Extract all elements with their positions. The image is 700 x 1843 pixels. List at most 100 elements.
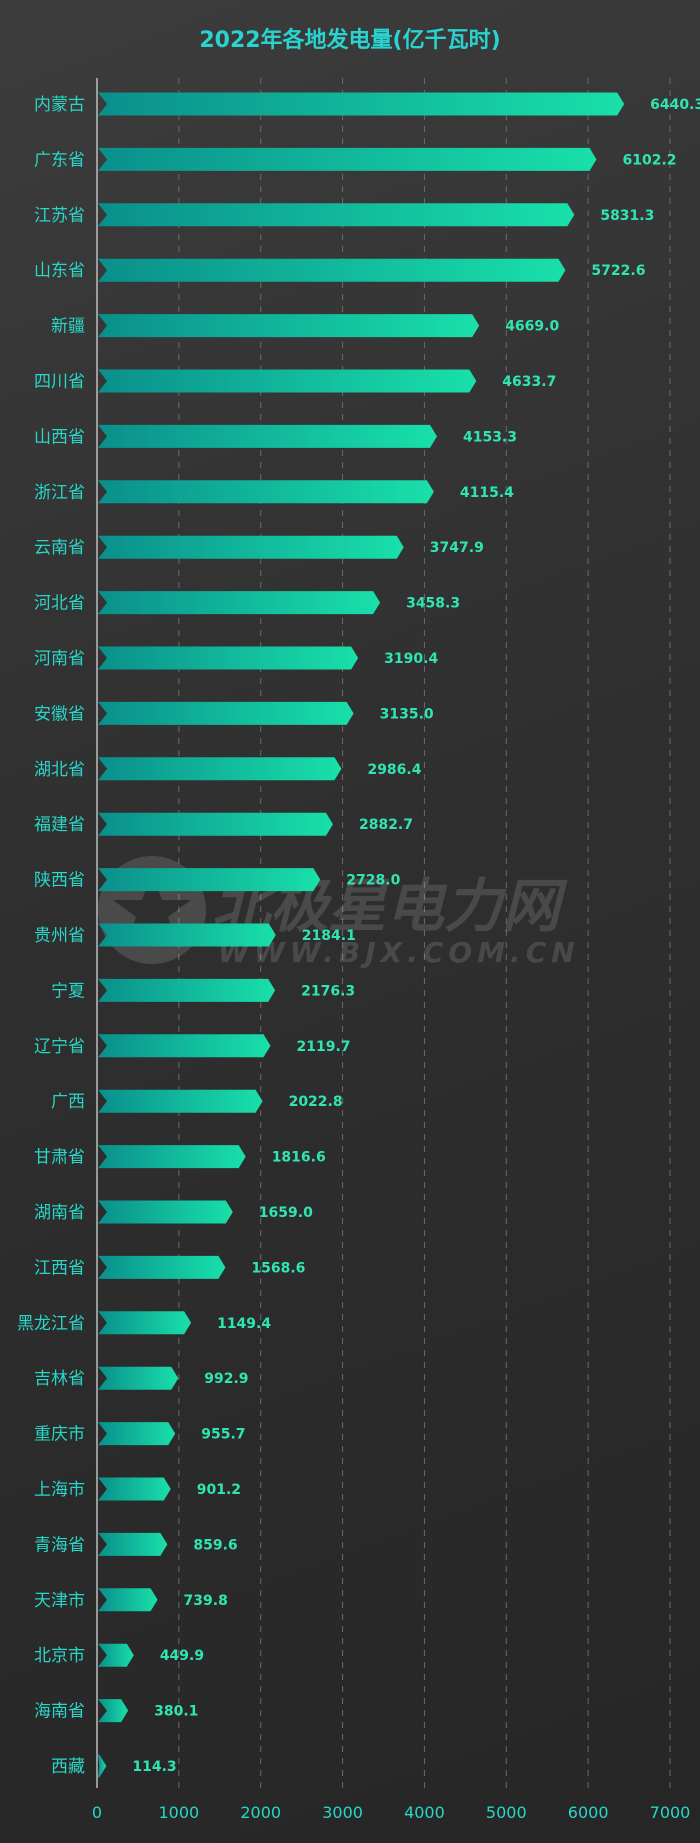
bar	[98, 1089, 263, 1113]
bar	[98, 1588, 158, 1612]
category-label: 陕西省	[34, 871, 85, 891]
x-axis-ticks: 0 1000 2000 3000 4000 5000 6000 7000	[92, 1803, 690, 1822]
bar	[98, 868, 321, 892]
value-label: 1149.4	[217, 1316, 271, 1332]
category-label: 河南省	[34, 649, 85, 669]
bar	[98, 369, 477, 393]
category-label: 北京市	[34, 1646, 85, 1666]
category-label: 山东省	[34, 261, 85, 281]
x-tick-label: 4000	[404, 1803, 445, 1822]
category-label: 安徽省	[34, 704, 85, 724]
bar	[98, 203, 575, 227]
bar	[98, 147, 597, 171]
category-label: 重庆市	[34, 1425, 85, 1445]
category-label: 云南省	[34, 538, 85, 558]
category-label: 青海省	[34, 1535, 85, 1555]
value-label: 1816.6	[272, 1150, 326, 1166]
bar	[98, 314, 480, 338]
category-label: 广西	[51, 1092, 85, 1112]
bar	[98, 1311, 192, 1335]
category-label: 黑龙江省	[17, 1314, 85, 1334]
category-label: 上海市	[34, 1480, 85, 1500]
bar	[98, 978, 276, 1002]
bar	[98, 1477, 171, 1501]
value-label: 4115.4	[460, 485, 514, 501]
x-tick-label: 6000	[568, 1803, 609, 1822]
bar	[98, 92, 625, 116]
category-label: 天津市	[34, 1591, 85, 1611]
bar	[98, 812, 333, 836]
category-label: 贵州省	[34, 926, 85, 946]
bar	[98, 1255, 226, 1279]
category-label: 内蒙古	[34, 95, 85, 115]
bar	[98, 1145, 246, 1169]
value-label: 3190.4	[384, 651, 438, 667]
bar	[98, 646, 359, 670]
value-label: 2728.0	[346, 873, 400, 889]
category-label: 湖南省	[34, 1203, 85, 1223]
value-label: 6440.3	[650, 97, 700, 113]
value-label: 3747.9	[430, 540, 484, 556]
value-label: 2986.4	[367, 762, 421, 778]
value-label: 739.8	[184, 1593, 228, 1609]
bar	[98, 701, 354, 725]
value-label: 2176.3	[301, 983, 355, 999]
x-tick-label: 3000	[322, 1803, 363, 1822]
value-label: 955.7	[201, 1427, 245, 1443]
value-label: 449.9	[160, 1648, 204, 1664]
category-label: 江西省	[34, 1258, 85, 1278]
value-label: 5722.6	[591, 263, 645, 279]
category-label: 广东省	[34, 150, 85, 170]
category-label: 福建省	[34, 815, 85, 835]
bar	[98, 1366, 179, 1390]
category-label: 辽宁省	[34, 1037, 85, 1057]
bars	[98, 92, 625, 1778]
category-label: 甘肃省	[34, 1148, 85, 1168]
x-tick-label: 1000	[158, 1803, 199, 1822]
bar	[98, 1422, 176, 1446]
x-tick-label: 7000	[650, 1803, 691, 1822]
bar	[98, 480, 434, 504]
bar	[98, 757, 342, 781]
category-label: 浙江省	[34, 483, 85, 503]
x-tick-label: 2000	[240, 1803, 281, 1822]
value-label: 3135.0	[380, 706, 434, 722]
x-tick-label: 5000	[486, 1803, 527, 1822]
chart-title: 2022年各地发电量(亿千瓦时)	[199, 27, 500, 53]
category-label: 江苏省	[34, 206, 85, 226]
bar	[98, 923, 276, 947]
value-label: 992.9	[204, 1371, 248, 1387]
value-label: 6102.2	[623, 152, 677, 168]
value-label: 114.3	[132, 1759, 176, 1775]
category-label: 西藏	[51, 1757, 85, 1777]
category-label: 山西省	[34, 427, 85, 447]
watermark-url: WWW.BJX.COM.CN	[218, 936, 580, 969]
bar	[98, 535, 404, 559]
value-label: 1659.0	[259, 1205, 313, 1221]
value-label: 3458.3	[406, 596, 460, 612]
bar	[98, 1200, 233, 1224]
category-label: 四川省	[34, 372, 85, 392]
value-label: 4669.0	[505, 319, 559, 335]
bar	[98, 1532, 168, 1556]
category-label: 新疆	[51, 317, 85, 337]
value-label: 901.2	[197, 1482, 241, 1498]
value-label: 2022.8	[289, 1094, 343, 1110]
value-label: 2184.1	[302, 928, 356, 944]
category-label: 宁夏	[51, 981, 85, 1001]
bar	[98, 1754, 107, 1778]
bar	[98, 591, 381, 615]
value-label: 859.6	[193, 1537, 237, 1553]
value-label: 4633.7	[502, 374, 556, 390]
bar	[98, 1034, 271, 1058]
bar	[98, 424, 437, 448]
value-label: 5831.3	[600, 208, 654, 224]
bar	[98, 1699, 129, 1723]
bar	[98, 1643, 134, 1667]
category-labels: 内蒙古广东省江苏省山东省新疆四川省山西省浙江省云南省河北省河南省安徽省湖北省福建…	[17, 95, 85, 1777]
value-label: 1568.6	[251, 1260, 305, 1276]
value-label: 2119.7	[297, 1039, 351, 1055]
category-label: 湖北省	[34, 760, 85, 780]
category-label: 海南省	[34, 1702, 85, 1722]
bar	[98, 258, 566, 282]
